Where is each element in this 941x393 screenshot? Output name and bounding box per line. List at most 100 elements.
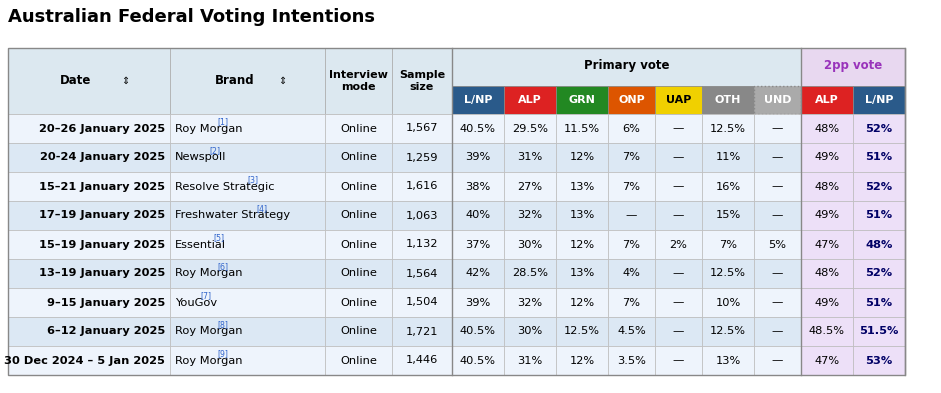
Text: 9–15 January 2025: 9–15 January 2025 bbox=[47, 298, 165, 307]
Text: 16%: 16% bbox=[715, 182, 741, 191]
Text: Primary vote: Primary vote bbox=[583, 59, 669, 72]
Bar bbox=[801, 114, 853, 143]
Text: L/NP: L/NP bbox=[865, 95, 893, 105]
Text: 12.5%: 12.5% bbox=[564, 327, 600, 336]
Text: 48%: 48% bbox=[815, 182, 839, 191]
Text: L/NP: L/NP bbox=[464, 95, 492, 105]
Text: 13–19 January 2025: 13–19 January 2025 bbox=[39, 268, 165, 279]
Text: —: — bbox=[673, 327, 684, 336]
Bar bbox=[556, 143, 608, 172]
Bar bbox=[452, 317, 504, 346]
Bar bbox=[754, 172, 801, 201]
Bar bbox=[8, 230, 170, 259]
Text: UND: UND bbox=[764, 95, 791, 105]
Text: Online: Online bbox=[340, 182, 377, 191]
Text: 1,567: 1,567 bbox=[406, 123, 439, 134]
Bar bbox=[8, 143, 170, 172]
Bar bbox=[556, 317, 608, 346]
Bar bbox=[325, 317, 392, 346]
Text: 12%: 12% bbox=[569, 239, 595, 250]
Bar bbox=[8, 259, 170, 288]
Text: 11%: 11% bbox=[715, 152, 741, 162]
Bar bbox=[170, 172, 325, 201]
Bar bbox=[392, 48, 452, 114]
Text: [5]: [5] bbox=[214, 233, 224, 242]
Text: Resolve Strategic: Resolve Strategic bbox=[175, 182, 275, 191]
Text: Roy Morgan: Roy Morgan bbox=[175, 327, 243, 336]
Bar bbox=[608, 230, 655, 259]
Text: 2pp vote: 2pp vote bbox=[824, 59, 882, 72]
Bar bbox=[655, 288, 702, 317]
Bar bbox=[8, 172, 170, 201]
Bar bbox=[608, 172, 655, 201]
Text: 13%: 13% bbox=[569, 182, 595, 191]
Text: Brand: Brand bbox=[215, 75, 255, 88]
Text: 10%: 10% bbox=[715, 298, 741, 307]
Text: Australian Federal Voting Intentions: Australian Federal Voting Intentions bbox=[8, 8, 375, 26]
Text: 28.5%: 28.5% bbox=[512, 268, 548, 279]
Bar bbox=[452, 48, 801, 86]
Text: [8]: [8] bbox=[217, 321, 229, 330]
Text: OTH: OTH bbox=[715, 95, 742, 105]
Bar bbox=[754, 86, 801, 114]
Text: 40.5%: 40.5% bbox=[460, 327, 496, 336]
Text: 12.5%: 12.5% bbox=[710, 123, 746, 134]
Bar bbox=[655, 114, 702, 143]
Text: —: — bbox=[673, 182, 684, 191]
Text: —: — bbox=[772, 211, 783, 220]
Bar bbox=[556, 201, 608, 230]
Bar bbox=[392, 172, 452, 201]
Text: 40.5%: 40.5% bbox=[460, 123, 496, 134]
Text: —: — bbox=[673, 211, 684, 220]
Text: 1,132: 1,132 bbox=[406, 239, 439, 250]
Text: 51%: 51% bbox=[866, 152, 893, 162]
Bar bbox=[504, 288, 556, 317]
Text: Roy Morgan: Roy Morgan bbox=[175, 123, 243, 134]
Bar bbox=[754, 143, 801, 172]
Text: —: — bbox=[772, 298, 783, 307]
Text: 7%: 7% bbox=[623, 239, 641, 250]
Bar bbox=[702, 288, 754, 317]
Text: 30 Dec 2024 – 5 Jan 2025: 30 Dec 2024 – 5 Jan 2025 bbox=[4, 356, 165, 365]
Text: —: — bbox=[772, 327, 783, 336]
Text: —: — bbox=[772, 182, 783, 191]
Text: YouGov: YouGov bbox=[175, 298, 217, 307]
Bar bbox=[853, 259, 905, 288]
Bar bbox=[325, 114, 392, 143]
Bar bbox=[655, 317, 702, 346]
Bar bbox=[655, 172, 702, 201]
Text: GRN: GRN bbox=[568, 95, 596, 105]
Text: 51%: 51% bbox=[866, 211, 893, 220]
Text: 48%: 48% bbox=[815, 123, 839, 134]
Bar bbox=[754, 201, 801, 230]
Text: Online: Online bbox=[340, 239, 377, 250]
Text: 48.5%: 48.5% bbox=[809, 327, 845, 336]
Bar bbox=[801, 48, 905, 86]
Bar bbox=[392, 346, 452, 375]
Bar bbox=[608, 143, 655, 172]
Bar bbox=[801, 317, 853, 346]
Text: 32%: 32% bbox=[518, 211, 543, 220]
Bar bbox=[325, 201, 392, 230]
Text: Newspoll: Newspoll bbox=[175, 152, 227, 162]
Bar bbox=[392, 143, 452, 172]
Bar bbox=[702, 259, 754, 288]
Bar bbox=[452, 201, 504, 230]
Bar bbox=[608, 317, 655, 346]
Bar bbox=[853, 230, 905, 259]
Text: 52%: 52% bbox=[866, 182, 893, 191]
Text: —: — bbox=[673, 298, 684, 307]
Text: ALP: ALP bbox=[518, 95, 542, 105]
Text: UAP: UAP bbox=[666, 95, 692, 105]
Bar bbox=[8, 48, 170, 114]
Bar bbox=[655, 259, 702, 288]
Bar bbox=[452, 346, 504, 375]
Bar bbox=[392, 201, 452, 230]
Text: 6–12 January 2025: 6–12 January 2025 bbox=[47, 327, 165, 336]
Bar bbox=[801, 288, 853, 317]
Text: 52%: 52% bbox=[866, 123, 893, 134]
Text: Online: Online bbox=[340, 152, 377, 162]
Text: 31%: 31% bbox=[518, 152, 543, 162]
Bar bbox=[702, 230, 754, 259]
Text: 6%: 6% bbox=[623, 123, 641, 134]
